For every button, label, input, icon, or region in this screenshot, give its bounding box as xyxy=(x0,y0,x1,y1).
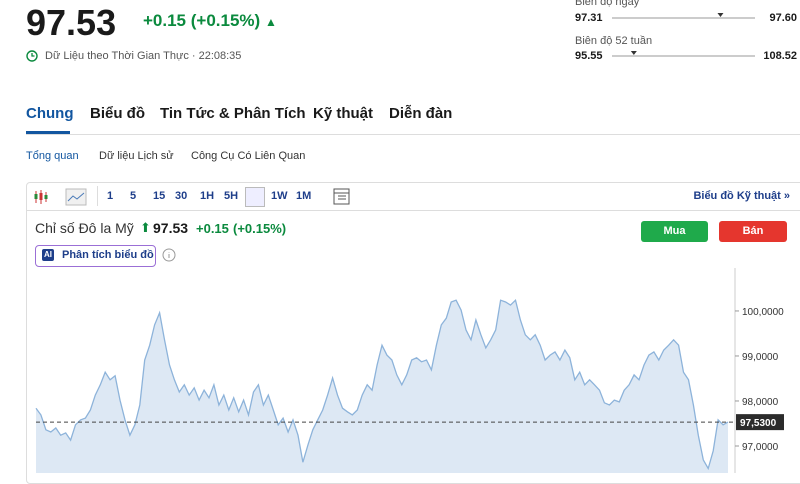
technical-link[interactable]: Biểu đồ Kỹ thuật » xyxy=(693,190,790,202)
chart-type-icons[interactable] xyxy=(33,188,93,206)
interval[interactable]: 5H xyxy=(224,190,239,202)
range-marker xyxy=(630,51,637,55)
chart-change: +0.15 xyxy=(196,221,229,236)
interval-active xyxy=(245,187,265,207)
range-marker xyxy=(717,13,724,17)
subtab[interactable]: Công Cụ Có Liên Quan xyxy=(191,150,306,162)
change-pct: (+0.15%) xyxy=(190,11,261,30)
subtab[interactable]: Tổng quan xyxy=(26,150,79,162)
current-price-label: 97,5300 xyxy=(740,418,777,429)
change: +0.15 (+0.15%) ▲ xyxy=(143,11,277,30)
tab-underline xyxy=(26,131,70,134)
chart-change-pct: (+0.15%) xyxy=(233,221,287,236)
analysis-label: Phân tích biểu đồ xyxy=(62,249,154,261)
interval[interactable]: 1W xyxy=(271,190,288,202)
layout-icon[interactable] xyxy=(333,188,351,206)
interval[interactable]: 1M xyxy=(296,190,312,202)
interval[interactable]: 1H xyxy=(200,190,215,202)
tab[interactable]: Biểu đồ xyxy=(90,105,145,122)
realtime: Dữ Liệu theo Thời Gian Thực · 22:08:35 xyxy=(45,50,242,62)
subtab[interactable]: Dữ liệu Lịch sử xyxy=(99,150,174,162)
range-low: 95.55 xyxy=(575,50,603,62)
y-tick-label: 99,0000 xyxy=(742,352,779,363)
buy-button[interactable]: Mua xyxy=(641,221,708,242)
chart: 97,0000 98,0000 99,0000 100,0000 97,5300 xyxy=(35,268,784,473)
y-tick-label: 98,0000 xyxy=(742,397,779,408)
interval[interactable]: 30 xyxy=(175,190,188,202)
page: 97.53 +0.15 (+0.15%) ▲ Dữ Liệu theo Thời… xyxy=(26,0,800,484)
current-price-box xyxy=(736,414,784,431)
clock-icon xyxy=(26,50,38,62)
sell-button[interactable]: Bán xyxy=(719,221,787,242)
info-icon[interactable] xyxy=(162,248,176,262)
interval[interactable]: 5 xyxy=(130,190,137,202)
tab[interactable]: Kỹ thuật xyxy=(313,105,373,122)
change-abs: +0.15 xyxy=(143,11,187,30)
range-label: Biên độ ngày xyxy=(575,0,640,8)
range-high: 108.52 xyxy=(763,50,797,62)
tab[interactable]: Diễn đàn xyxy=(389,105,453,122)
interval[interactable]: 15 xyxy=(153,190,166,202)
price: 97.53 xyxy=(26,2,117,43)
range-low: 97.31 xyxy=(575,12,603,24)
tab[interactable]: Chung xyxy=(26,105,74,122)
divider xyxy=(26,134,800,135)
range-high: 97.60 xyxy=(769,12,797,24)
y-tick-label: 97,0000 xyxy=(742,442,779,453)
tab[interactable]: Tin Tức & Phân Tích xyxy=(160,105,306,122)
instrument-name: Chỉ số Đô la Mỹ xyxy=(35,220,134,236)
analysis-button[interactable] xyxy=(35,245,156,267)
price-line xyxy=(35,298,729,471)
y-tick-label: 100,0000 xyxy=(742,307,784,318)
interval[interactable]: 1 xyxy=(107,190,114,202)
area-fill xyxy=(36,300,728,473)
ai-icon: AI xyxy=(42,249,54,261)
chart-price: 97.53 xyxy=(153,220,189,236)
range-label: Biên độ 52 tuần xyxy=(575,35,653,47)
